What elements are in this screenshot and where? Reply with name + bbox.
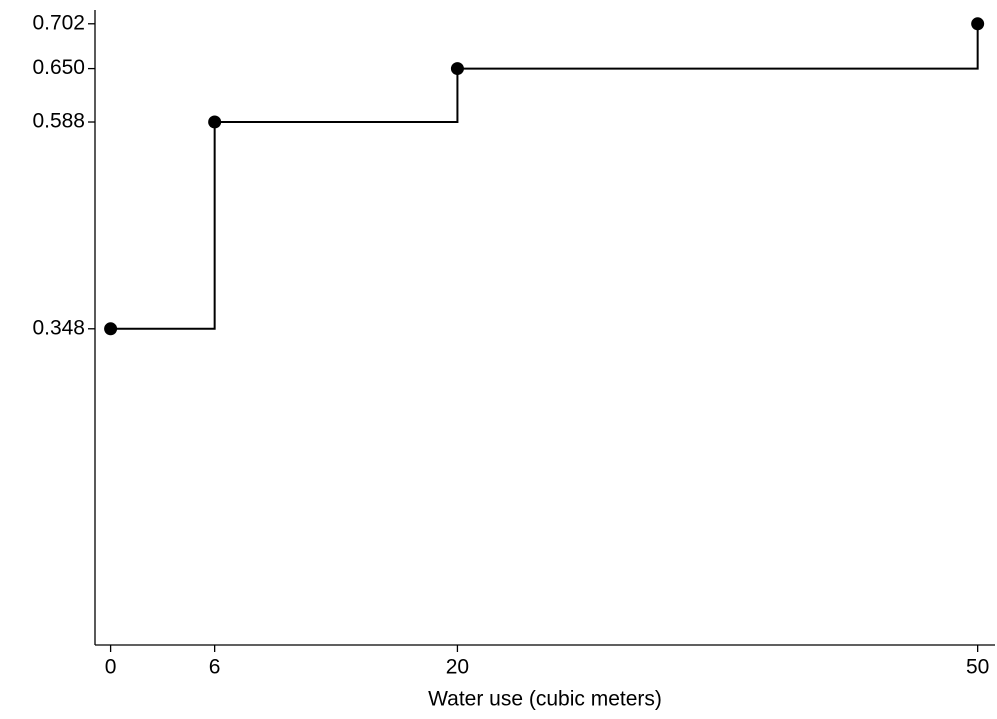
y-tick-label: 0.702: [32, 11, 85, 34]
y-tick-label: 0.348: [32, 316, 85, 339]
x-tick-label: 20: [446, 656, 469, 679]
step-line: [110, 23, 979, 330]
x-tick-label: 0: [105, 656, 117, 679]
point: [450, 62, 464, 76]
point: [104, 322, 118, 336]
point: [208, 115, 222, 129]
x-axis-title: Water use (cubic meters): [428, 688, 662, 711]
x-tick-label: 6: [209, 656, 221, 679]
x-tick-label: 50: [966, 656, 989, 679]
point: [971, 17, 985, 31]
y-tick-label: 0.650: [32, 56, 85, 79]
y-tick-label: 0.588: [32, 110, 85, 133]
